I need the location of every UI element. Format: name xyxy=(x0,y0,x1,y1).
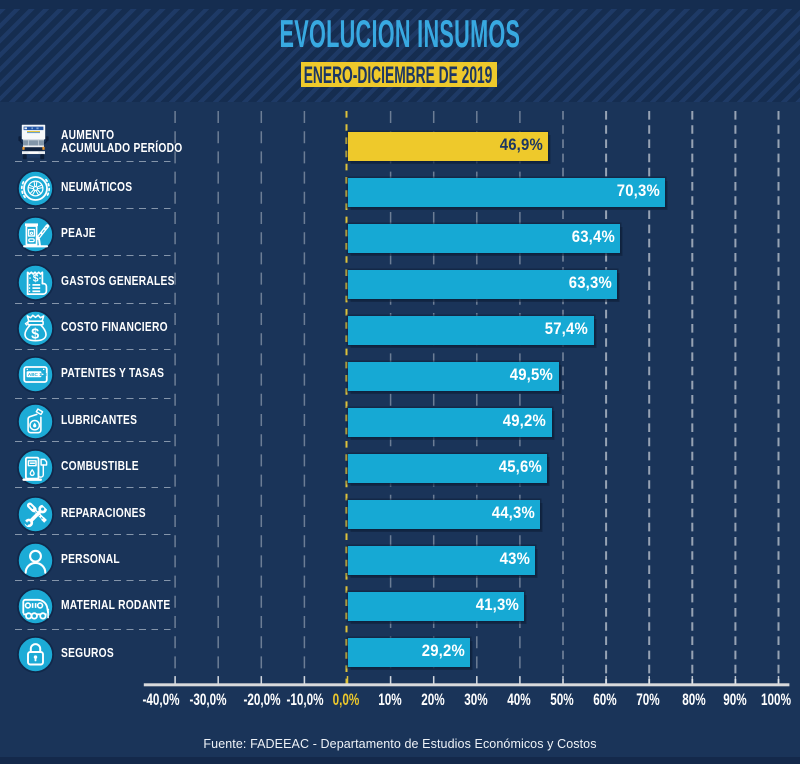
svg-text:$: $ xyxy=(31,327,39,343)
svg-text:ABC 123: ABC 123 xyxy=(28,372,47,377)
svg-text:$: $ xyxy=(33,272,39,284)
